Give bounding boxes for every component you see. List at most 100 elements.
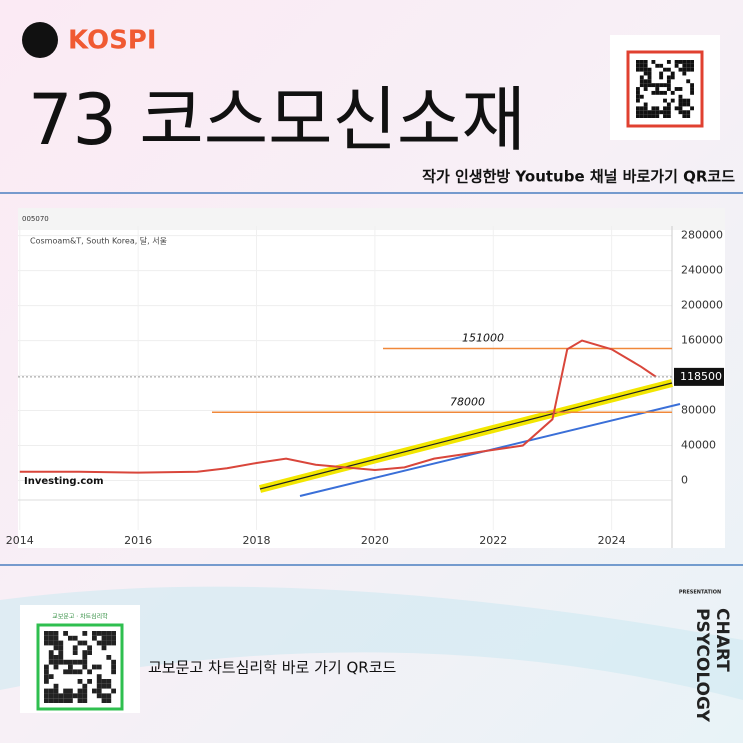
chart: 0400008000012000016000020000024000028000… [6,226,724,548]
qr-cell [44,631,49,636]
qr-cell [82,698,88,703]
qr-cell [111,631,116,636]
qr-cell [111,688,116,694]
y-tick-label: 40000 [681,439,716,452]
qr-cell [111,664,116,670]
qr-cell [44,674,49,679]
qr-cell [651,83,656,88]
qr-cell [111,669,116,675]
qr-frame [626,50,704,128]
qr-cell [96,688,102,694]
qr-cell [636,90,640,95]
qr-cell [690,90,694,95]
qr-cell [666,75,671,80]
qr-cell [77,688,83,694]
qr-cell [92,635,97,641]
qr-cell [72,669,78,675]
qr-cell [72,693,78,699]
qr-cell [82,640,88,646]
legend: Cosmoam&T, South Korea, 달, 서울 [30,237,167,246]
chart-panel [18,208,725,548]
qr-cell [678,106,683,111]
qr-cell [663,98,667,103]
qr-cell [68,659,73,665]
qr-cell [636,63,640,68]
qr-cell [686,79,691,84]
qr-cell [659,75,664,80]
qr-cell [53,655,59,660]
qr-cell [77,698,83,703]
x-tick-label: 2016 [124,534,152,547]
qr-cell [44,669,49,675]
qr-cell [106,655,112,660]
qr-cell [655,106,660,111]
qr-cell [663,90,667,95]
qr-cell [63,669,68,675]
qr-cell [87,645,92,651]
qr-cell [82,659,88,665]
qr-cell [651,90,656,95]
qr-cell [639,83,644,88]
qr-cell [647,71,652,76]
qr-cell [686,67,691,72]
qr-cell [678,87,683,91]
decor-wave [0,586,743,700]
qr-cell [674,87,679,91]
qr-cell [682,71,687,76]
qr-cell [639,75,644,80]
qr-cell [690,63,694,68]
qr-cell [682,98,687,103]
qr-cell [77,679,83,684]
qr-cell [44,635,49,641]
qr-cell [48,659,54,665]
qr-cell [106,683,112,689]
qr-cell [686,63,691,68]
qr-cell [96,640,102,646]
qr-cell [636,94,640,99]
qr-cell [48,655,54,660]
qr-cell [643,87,648,91]
qr-cell [666,114,671,118]
qr-cell [651,114,656,118]
qr-cell [58,655,64,660]
qr-cell [651,106,656,111]
qr-cell [670,71,675,76]
qr-cell [72,635,78,641]
qr-cell [63,698,68,703]
qr-cell [690,67,694,72]
qr-cell [643,63,648,68]
qr-cell [686,60,691,64]
qr-cell [106,698,112,703]
qr-cell [643,60,648,64]
y-tick-label: 240000 [681,264,723,277]
y-tick-label: 80000 [681,404,716,417]
qr-cell [68,688,73,694]
qr-cell [106,693,112,699]
qr-code [636,60,694,118]
subtitle: 작가 인생한방 Youtube 채널 바로가기 QR코드 [422,168,735,186]
qr-cell [678,98,683,103]
qr-cell [663,114,667,118]
qr-cell [666,110,671,115]
qr-cell [77,693,83,699]
qr-cell [639,60,644,64]
qr-cell [77,659,83,665]
qr-cell [666,67,671,72]
brand: CHART [712,608,732,672]
qr-cell [58,693,64,699]
qr-cell [53,693,59,699]
qr-cell [659,90,664,95]
qr-cell [674,60,679,64]
qr-cell [666,87,671,91]
y-tick-label: 160000 [681,334,723,347]
qr-cell [82,693,88,699]
qr-cell [682,114,687,118]
y-tick-label: 200000 [681,299,723,312]
level-label: 78000 [450,395,485,408]
qr-cell [686,110,691,115]
qr-cell [77,640,83,646]
qr-cell [63,688,68,694]
qr-cell [58,650,64,655]
qr-cell [44,688,49,694]
qr-cell [72,659,78,665]
